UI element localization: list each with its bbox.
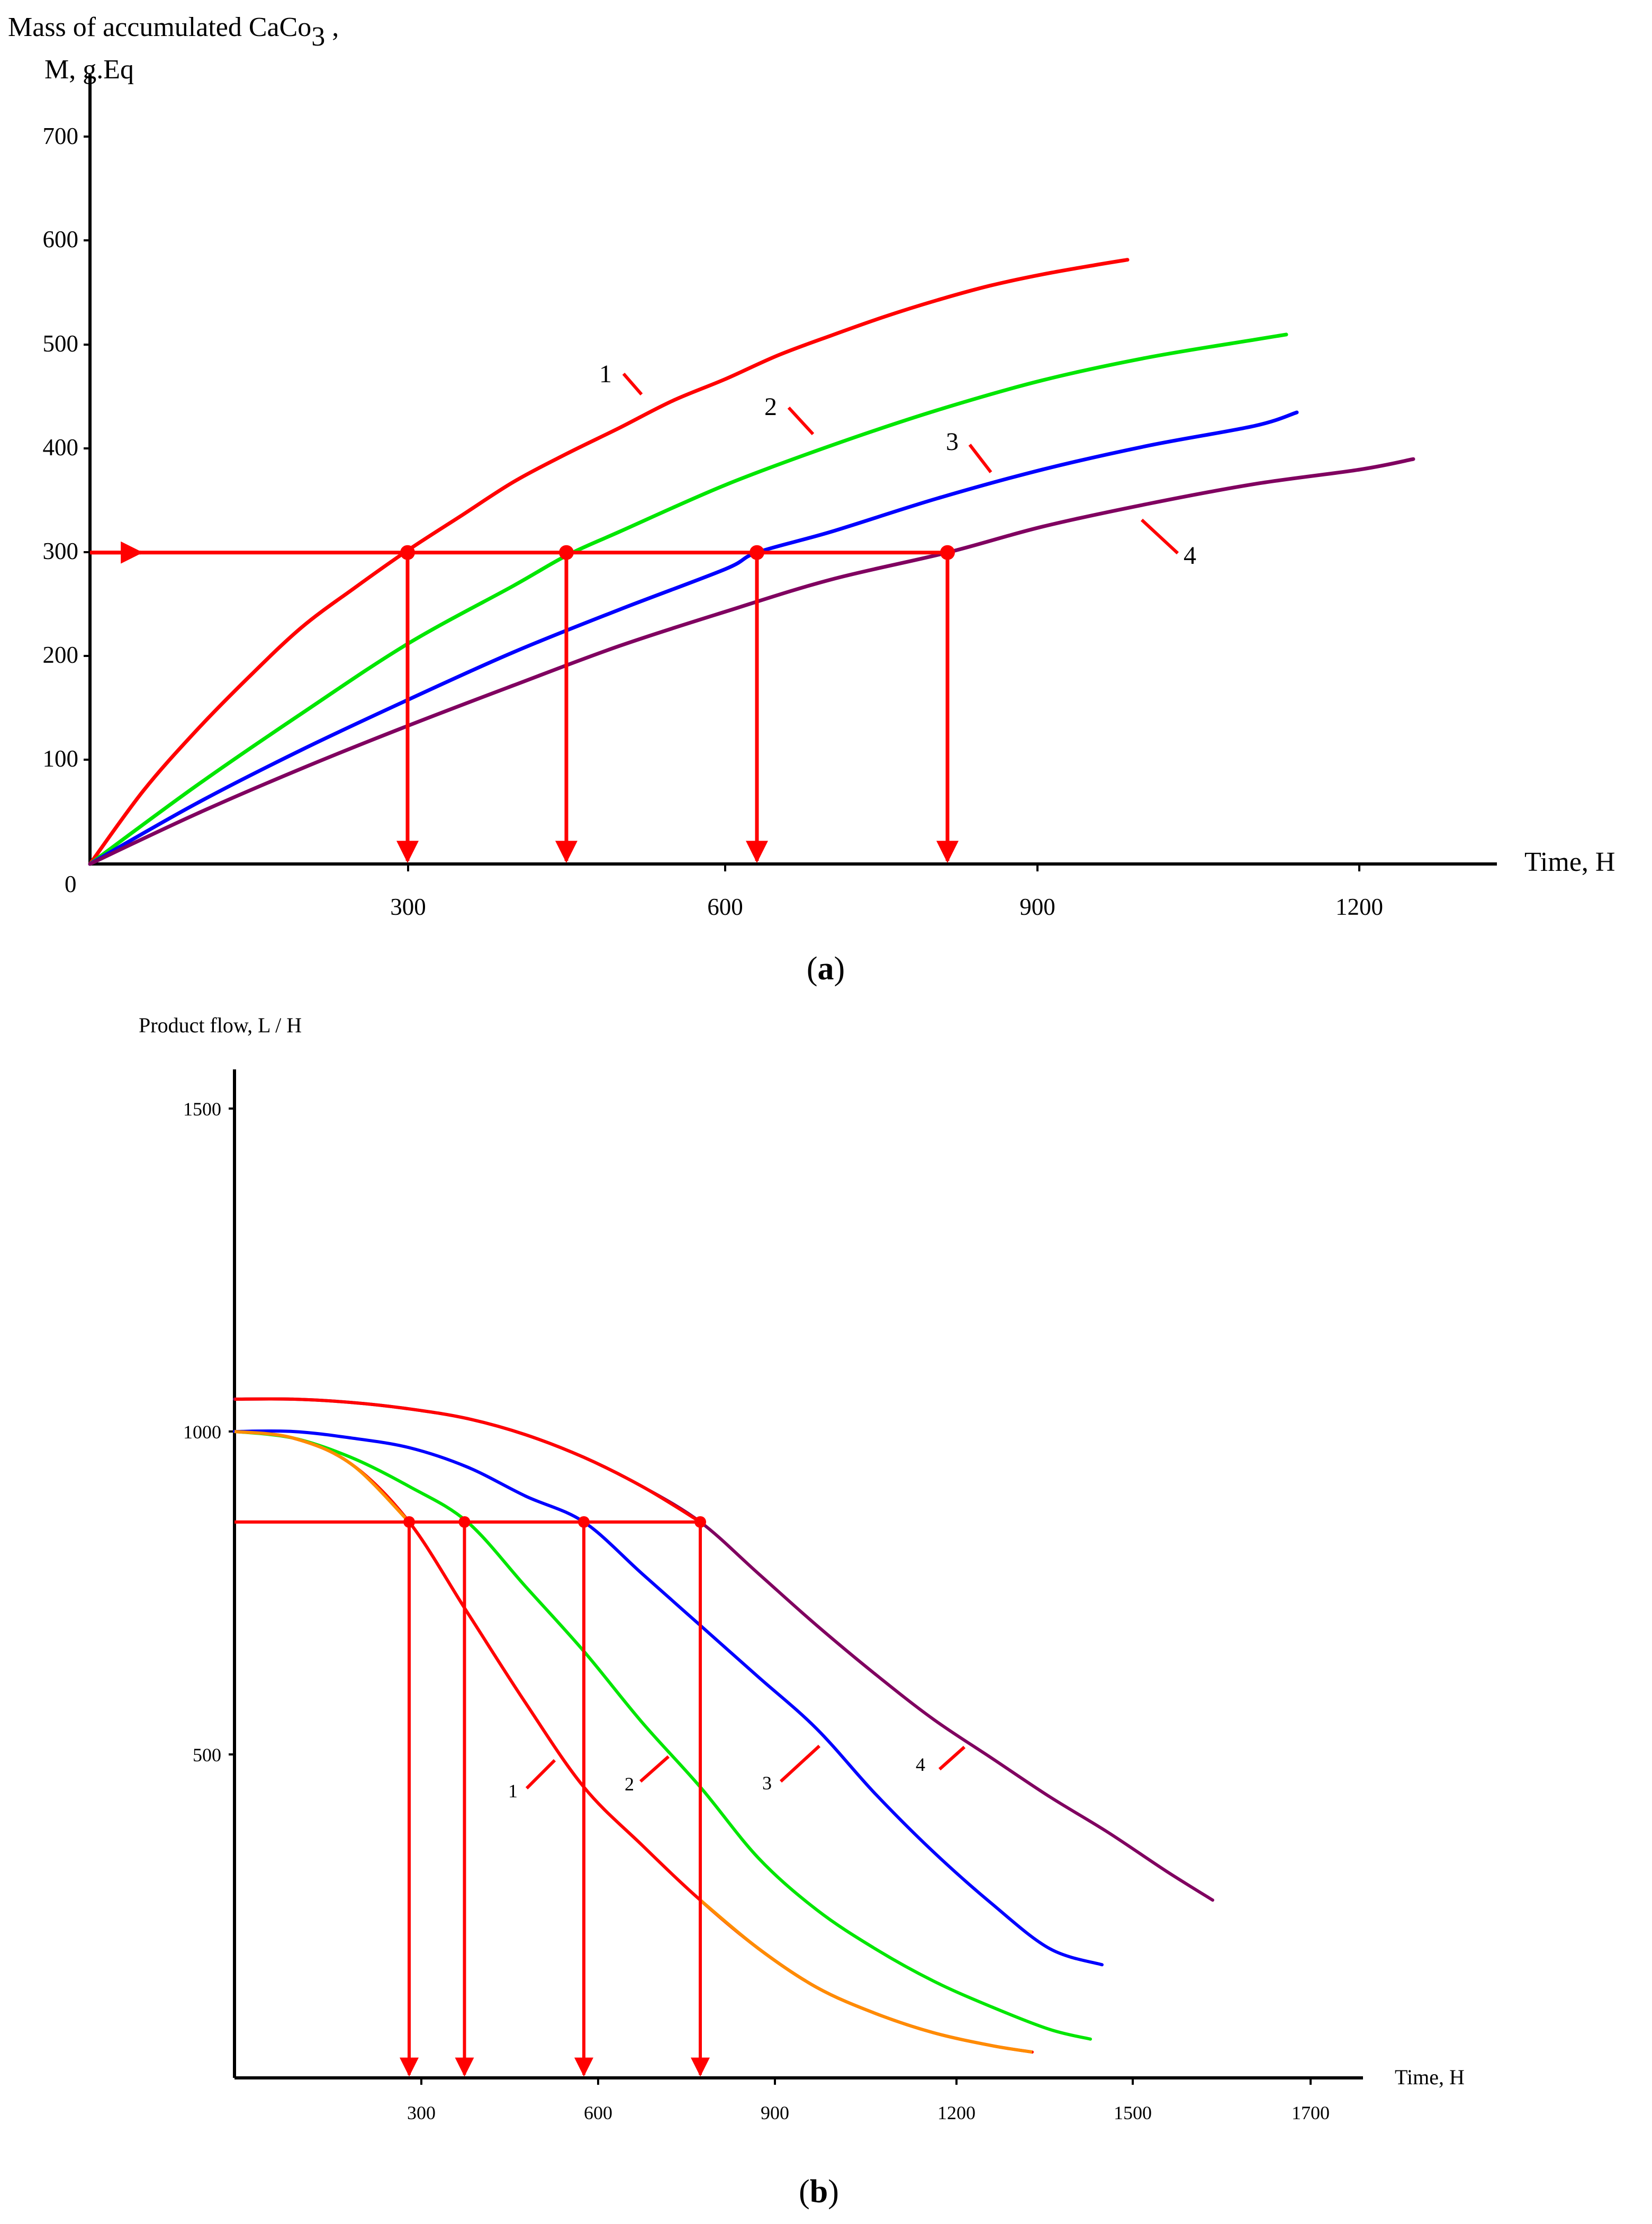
- chart-b-xtick-label: 600: [584, 2102, 612, 2123]
- chart-b-series-1-line: [233, 1430, 1034, 2054]
- chart-b-series-1-head-line: [234, 1430, 411, 1524]
- chart-b-xticks: 300 600 900 1200 1500 1700: [407, 2078, 1330, 2123]
- chart-a-intersection-2: [559, 545, 574, 560]
- chart-a-ytick-label: 100: [43, 745, 79, 772]
- chart-a-xticks: 300 600 900 1200: [390, 864, 1383, 920]
- chart-a-curve-label-4: 4: [1184, 542, 1196, 570]
- chart-b-xtick-label: 300: [407, 2102, 436, 2123]
- chart-a-curve-labels: 1 2 3 4: [599, 360, 1196, 570]
- chart-a-xtick-label: 600: [707, 894, 743, 920]
- chart-b-curve-leader-3: [779, 1744, 821, 1783]
- chart-b-curve-label-4: 4: [916, 1754, 925, 1775]
- chart-a-curve-leader-4: [1140, 518, 1179, 555]
- chart-a-ytick-label: 300: [43, 538, 79, 564]
- chart-b-panel-letter: b: [810, 2174, 828, 2210]
- chart-a-curve-label-2: 2: [764, 393, 777, 421]
- chart-a-intersection-1: [400, 545, 415, 560]
- chart-b-xtick-label: 1700: [1292, 2102, 1330, 2123]
- chart-b-curve-leader-2: [639, 1755, 670, 1783]
- chart-b-curve-labels: 1 2 3 4: [508, 1744, 965, 1802]
- chart-a-yticks: 100 200 300 400 500 600 700: [43, 123, 90, 772]
- chart-b-intersection-1: [403, 1516, 415, 1528]
- chart-a-panel-label: (a): [807, 951, 845, 987]
- chart-a-xlabel: Time, H: [1524, 847, 1615, 877]
- chart-b-ytick-label: 1000: [183, 1421, 221, 1443]
- chart-a-curve-leader-2: [787, 406, 815, 436]
- chart-a-xtick-label: 300: [390, 894, 426, 920]
- chart-a-curve-leader-3: [968, 444, 992, 473]
- chart-a-ytick-label: 400: [43, 434, 79, 461]
- chart-b-xtick-label: 900: [761, 2102, 789, 2123]
- chart-a-ytick-label: 500: [43, 330, 79, 357]
- chart-a-intersection-3: [750, 545, 764, 560]
- chart-b-xtick-label: 1200: [937, 2102, 976, 2123]
- chart-a-intersection-4: [940, 545, 955, 560]
- chart-b-curve-leader-4: [938, 1745, 965, 1771]
- chart-b-curve-leader-1: [525, 1759, 556, 1790]
- chart-a-ylabel: Mass of accumulated CaCo3 ,: [8, 12, 339, 52]
- chart-b-curve-label-3: 3: [762, 1772, 772, 1794]
- chart-b-reference: [234, 1516, 710, 2077]
- chart-b-yticks: 500 1000 1500: [183, 1099, 234, 1766]
- chart-a-xtick-label: 900: [1019, 894, 1055, 920]
- chart-a-series-1-line: [88, 258, 1130, 866]
- chart-b-ytick-label: 1500: [183, 1099, 221, 1120]
- chart-a-xtick-label: 1200: [1335, 894, 1383, 920]
- chart-a-ytick-label: 700: [43, 123, 79, 149]
- chart-b-intersection-3: [578, 1516, 590, 1528]
- chart-b-intersection-2: [458, 1516, 471, 1528]
- chart-b-intersection-4: [694, 1516, 706, 1528]
- chart-b-series: [233, 1397, 1214, 2054]
- chart-a-ytick-label: 600: [43, 226, 79, 253]
- chart-a-series: [88, 258, 1415, 866]
- chart-b-series-1-tail-line: [699, 1898, 1033, 2054]
- chart-a-series-4-line: [88, 457, 1415, 866]
- chart-a-curve-label-3: 3: [946, 428, 959, 456]
- chart-a-curve-label-1: 1: [599, 360, 612, 388]
- chart-b: Product flow, L / H Time, H 500 1000 150…: [139, 1013, 1465, 2210]
- chart-a-ylabel-subscript: 3: [311, 22, 325, 52]
- chart-b-ytick-label: 500: [193, 1744, 221, 1766]
- chart-a-panel-letter: a: [818, 951, 834, 987]
- chart-a-series-3-line: [88, 410, 1299, 866]
- chart-b-series-4-line: [233, 1397, 1214, 1902]
- chart-a-ylabel-main: Mass of accumulated CaCo: [8, 12, 311, 42]
- chart-b-series-4-head-line: [234, 1397, 701, 1524]
- chart-a-curve-leader-1: [622, 373, 643, 395]
- chart-b-ylabel: Product flow, L / H: [139, 1013, 302, 1037]
- chart-a: Mass of accumulated CaCo3 , M, g.Eq 0 Ti…: [8, 12, 1615, 987]
- chart-b-xlabel: Time, H: [1395, 2065, 1465, 2089]
- chart-b-panel-label: (b): [799, 2174, 839, 2210]
- chart-b-series-3-line: [233, 1429, 1104, 1967]
- chart-b-curve-label-2: 2: [625, 1773, 634, 1795]
- chart-a-reference: [90, 541, 959, 863]
- chart-a-ylabel-comma: ,: [325, 12, 339, 42]
- chart-a-origin-label: 0: [65, 871, 77, 897]
- chart-b-curve-label-1: 1: [508, 1780, 518, 1802]
- chart-b-xtick-label: 1500: [1114, 2102, 1152, 2123]
- chart-a-series-2-line: [88, 332, 1288, 866]
- chart-b-series-2-line: [233, 1430, 1092, 2041]
- chart-a-ytick-label: 200: [43, 642, 79, 668]
